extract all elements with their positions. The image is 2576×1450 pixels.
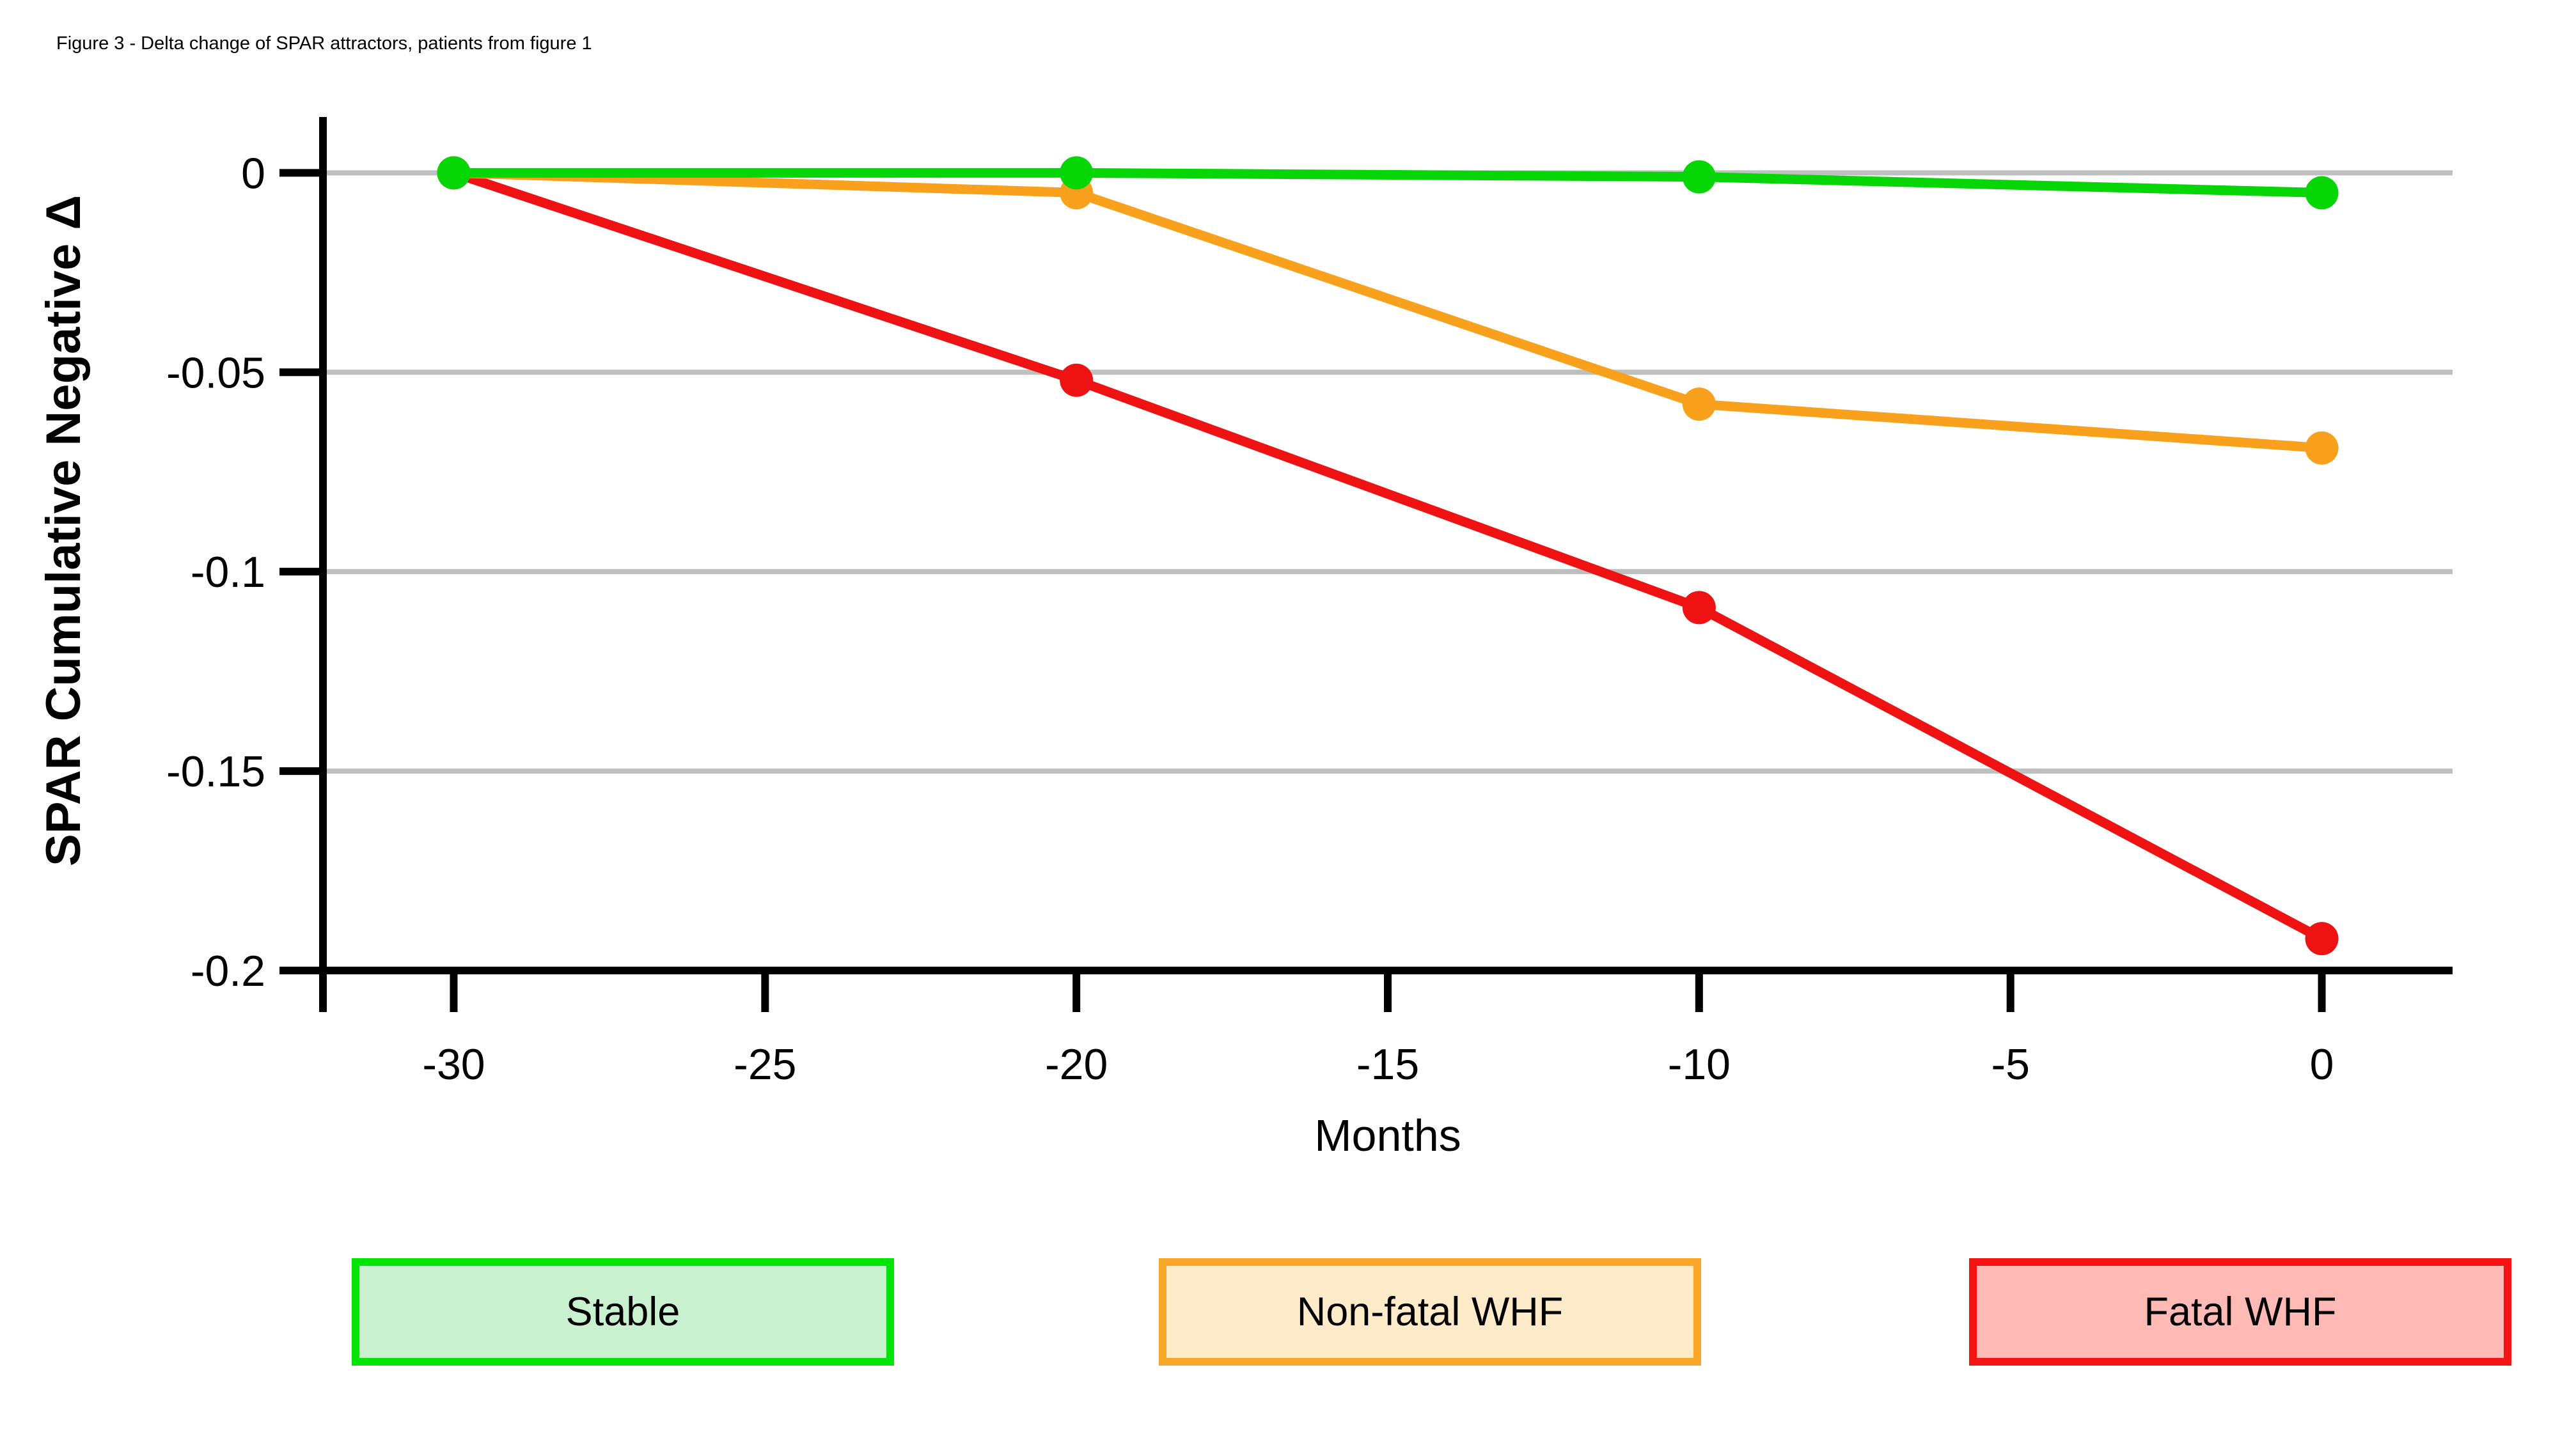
y-tick-label: -0.05	[166, 348, 265, 397]
x-tick-label: -10	[1668, 1040, 1731, 1089]
y-tick-label: 0	[241, 149, 265, 198]
y-tick-label: -0.1	[191, 548, 265, 596]
y-tick-label: -0.2	[191, 947, 265, 995]
series-fatal-whf-marker	[2305, 922, 2339, 956]
figure-caption: Figure 3 - Delta change of SPAR attracto…	[56, 33, 592, 54]
series-stable-marker	[1682, 160, 1716, 194]
series-stable-marker	[437, 156, 471, 190]
series-stable-line	[453, 168, 2322, 198]
x-tick-label: -5	[1991, 1040, 2029, 1089]
y-tick-label: -0.15	[166, 747, 265, 796]
x-axis-title: Months	[1314, 1111, 1461, 1160]
series-non-fatal-whf-line	[453, 168, 2323, 453]
x-tick-label: -15	[1356, 1040, 1419, 1089]
series-fatal-whf-line	[452, 168, 2325, 943]
x-tick-label: 0	[2310, 1040, 2334, 1089]
y-axis-title: SPAR Cumulative Negative Δ	[36, 195, 91, 866]
series-stable-marker	[2305, 176, 2339, 210]
x-tick-label: -20	[1045, 1040, 1108, 1089]
series-fatal-whf-marker	[1060, 363, 1094, 397]
x-tick-label: -30	[422, 1040, 485, 1089]
series-stable-marker	[1060, 156, 1094, 190]
series-non-fatal-whf-marker	[1682, 387, 1716, 421]
series-non-fatal-whf-marker	[2305, 431, 2339, 465]
x-tick-label: -25	[734, 1040, 796, 1089]
series-fatal-whf-marker	[1682, 591, 1716, 625]
